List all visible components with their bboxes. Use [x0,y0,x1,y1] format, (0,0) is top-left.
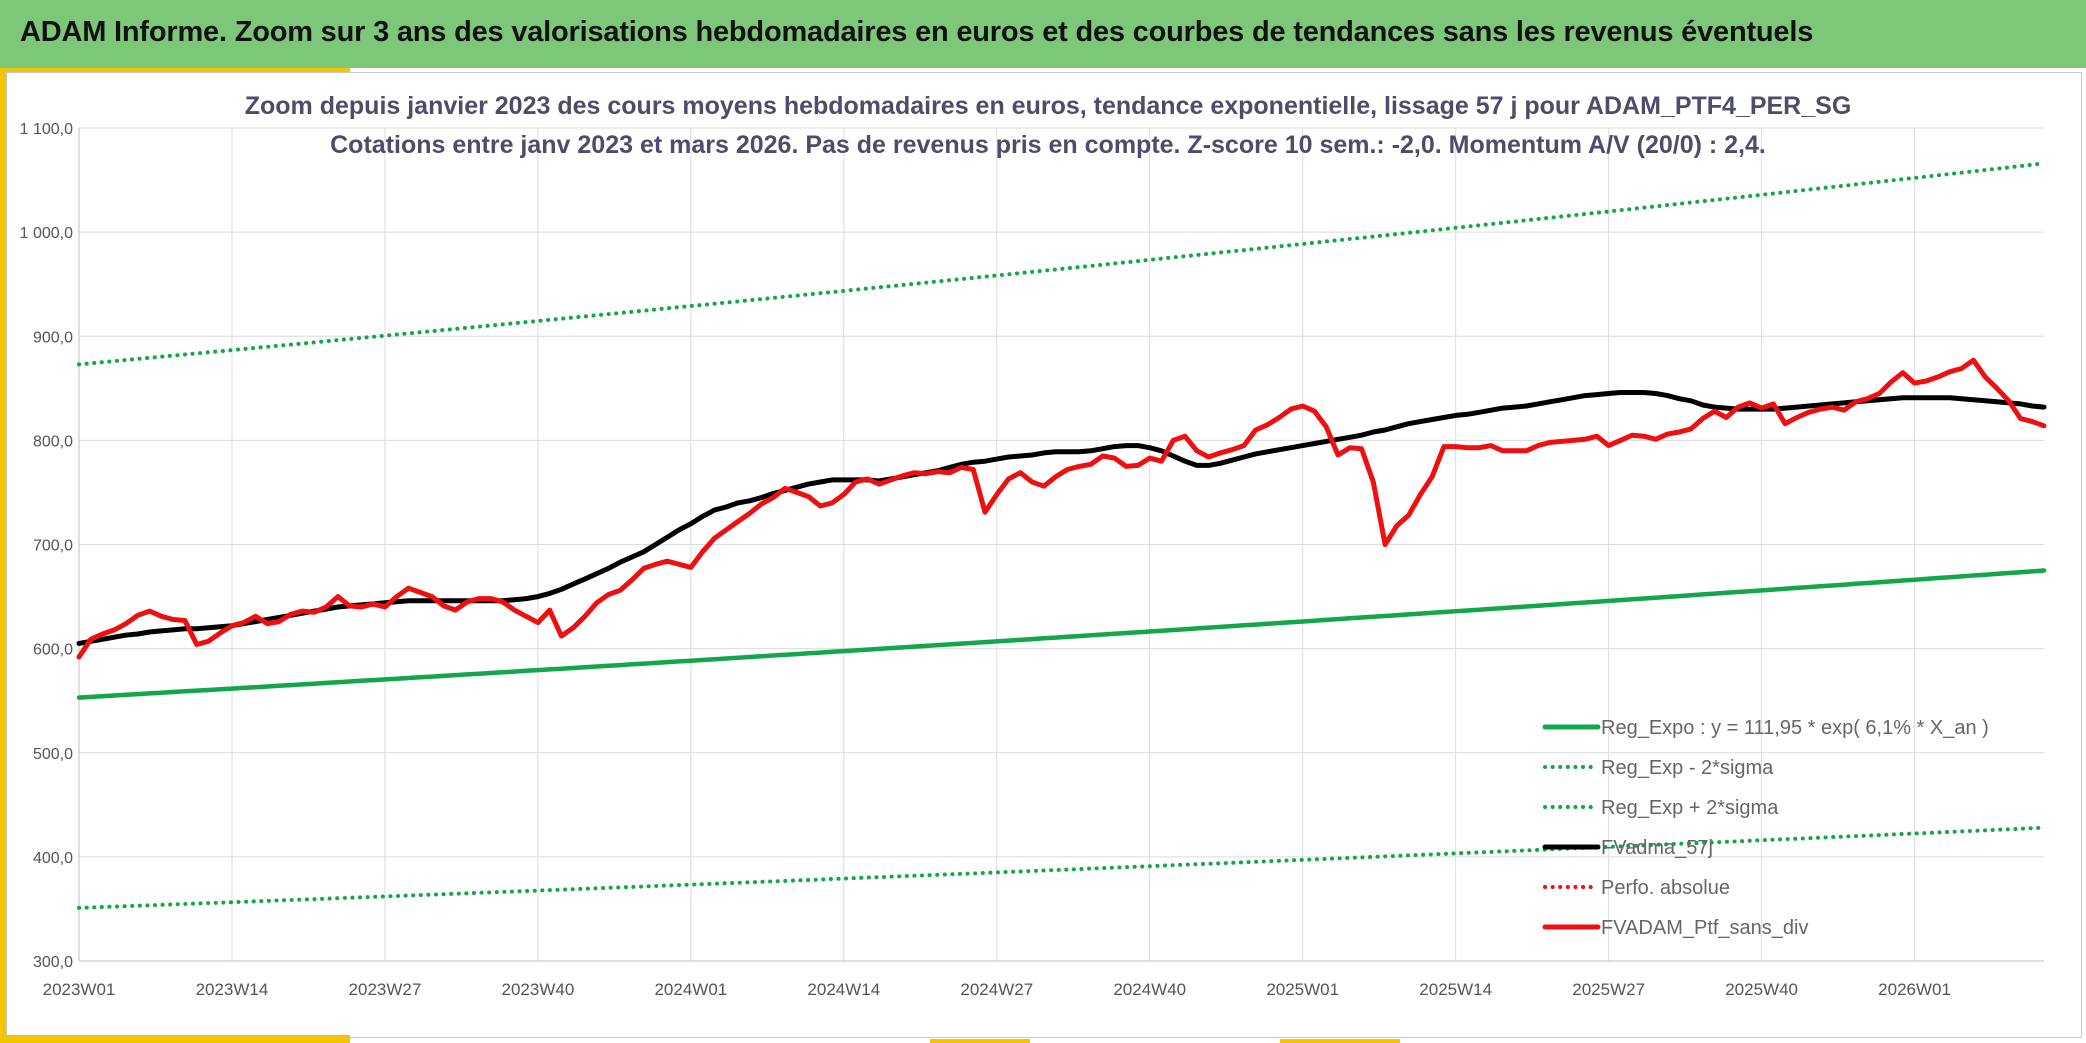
x-tick-label: 2024W01 [654,980,727,999]
y-tick-label: 300,0 [33,954,73,971]
series-line-fvadam-ptf-sans-div [76,357,2047,660]
y-tick-label: 1 100,0 [20,121,73,138]
x-tick-label: 2025W40 [1725,980,1798,999]
accent-bar-bottom [0,1035,350,1043]
series-line-fvadma-57j [76,390,2047,646]
chart-series [76,161,2047,910]
x-axis: 2023W01 2023W14 2023W27 2023W40 2024W01 2024W… [43,960,2044,999]
series-line-reg-exp-2-sigma [77,825,2046,910]
y-tick-label: 400,0 [33,850,73,867]
chart-panel [6,72,2082,1038]
x-tick-label: 2023W27 [349,980,422,999]
chart-legend: Reg_Expo : y = 111,95 * exp( 6,1% * X_an… [1542,717,1989,939]
chart-grid [78,127,2044,962]
y-tick-label: 500,0 [33,746,73,763]
x-tick-label: 2023W14 [196,980,269,999]
legend-label: Perfo. absolue [1601,877,1730,899]
x-tick-label: 2024W40 [1113,980,1186,999]
report-title: ADAM Informe. Zoom sur 3 ans des valoris… [20,16,1814,48]
x-tick-label: 2023W40 [502,980,575,999]
x-tick-label: 2026W01 [1878,980,1951,999]
x-tick-label: 2024W27 [960,980,1033,999]
y-axis: 300,0 400,0 500,0 600,0 700,0 800,0 900,0 1 000… [20,121,80,971]
accent-bar-bottom-2 [930,1039,1030,1043]
accent-bar-left [0,68,10,1043]
x-tick-label: 2025W14 [1419,980,1492,999]
y-tick-label: 900,0 [33,329,73,346]
legend-label: FVADAM_Ptf_sans_div [1601,917,1809,939]
y-tick-label: 700,0 [33,538,73,555]
chart-subtitle: Cotations entre janv 2023 et mars 2026. … [330,131,1766,159]
chart-title: Zoom depuis janvier 2023 des cours moyen… [245,92,1852,120]
accent-bar-bottom-3 [1280,1039,1400,1043]
series-line-reg-exp-2-sigma [77,161,2046,367]
accent-bar-top [0,68,350,74]
x-tick-label: 2025W27 [1572,980,1645,999]
x-tick-label: 2025W01 [1266,980,1339,999]
series-line-reg-expo-y-111-95-exp-6-1-x-an [76,568,2047,700]
x-tick-label: 2024W14 [807,980,880,999]
legend-label: FVadma_57j [1601,837,1713,859]
report-header: ADAM Informe. Zoom sur 3 ans des valoris… [0,0,2086,68]
x-tick-label: 2023W01 [43,980,116,999]
legend-label: Reg_Exp + 2*sigma [1601,797,1779,819]
y-tick-label: 1 000,0 [20,225,73,242]
y-tick-label: 600,0 [33,642,73,659]
y-tick-label: 800,0 [33,433,73,450]
legend-label: Reg_Exp - 2*sigma [1601,757,1774,779]
legend-label: Reg_Expo : y = 111,95 * exp( 6,1% * X_an… [1601,717,1989,739]
